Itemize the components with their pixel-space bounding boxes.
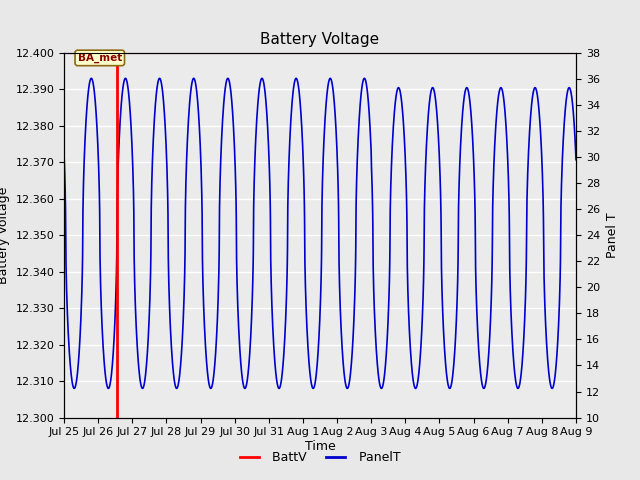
Legend:  BattV,  PanelT: BattV, PanelT: [235, 446, 405, 469]
Title: Battery Voltage: Battery Voltage: [260, 33, 380, 48]
X-axis label: Time: Time: [305, 440, 335, 453]
Text: BA_met: BA_met: [77, 53, 122, 63]
Y-axis label: Panel T: Panel T: [605, 212, 618, 258]
Y-axis label: Battery Voltage: Battery Voltage: [0, 187, 10, 284]
